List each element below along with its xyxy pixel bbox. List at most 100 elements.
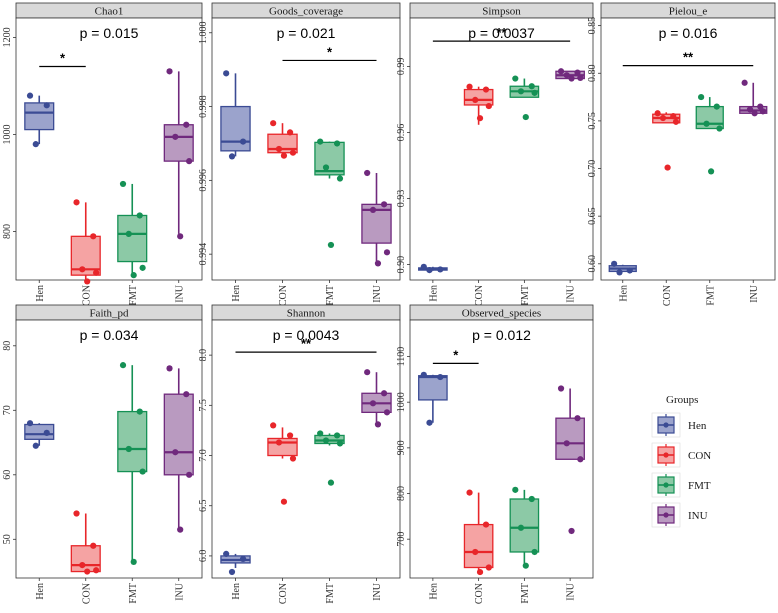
- plot-area: [211, 319, 401, 579]
- x-tick-label: Hen: [35, 285, 46, 302]
- data-point: [239, 555, 247, 563]
- box-fmt: [509, 486, 540, 569]
- data-point: [741, 79, 748, 86]
- y-tick-label: 7.0: [198, 449, 209, 462]
- data-point: [757, 103, 764, 110]
- box-iqr: [418, 375, 448, 401]
- box-iqr: [220, 105, 251, 152]
- data-point: [139, 468, 146, 475]
- data-point: [670, 113, 677, 120]
- data-point: [139, 264, 146, 271]
- data-point: [79, 562, 86, 569]
- y-tick-label: 1.000: [198, 22, 209, 45]
- panel-faith_pd: Faith_pd 50 60 70 80 Hen CON FMT INU p = 0.034: [2, 304, 203, 604]
- box-fmt: [117, 180, 148, 279]
- data-point: [136, 408, 143, 415]
- y-tick-label: 0.96: [396, 124, 407, 142]
- x-tick-label: CON: [81, 583, 92, 604]
- box-iqr: [555, 417, 585, 460]
- y-tick-label: 800: [2, 224, 13, 239]
- box-con: [652, 110, 681, 171]
- legend-title: Groups: [666, 394, 698, 406]
- data-point: [626, 267, 633, 274]
- y-tick-label: 7.5: [198, 399, 209, 412]
- box-fmt: [314, 430, 345, 486]
- box-iqr: [117, 214, 148, 263]
- p-value: p = 0.034: [80, 327, 139, 343]
- y-tick-label: 6.5: [198, 499, 209, 512]
- box-iqr: [695, 105, 724, 130]
- box-fmt: [117, 362, 148, 565]
- y-tick-label: 0.85: [587, 17, 598, 35]
- legend-item-hen: Hen: [651, 412, 707, 438]
- x-tick-label: Hen: [231, 285, 242, 302]
- data-point: [531, 89, 538, 96]
- data-point: [32, 442, 39, 449]
- box-con: [267, 120, 298, 159]
- box-inu: [739, 79, 768, 117]
- data-point: [336, 175, 344, 182]
- data-point: [437, 266, 444, 273]
- x-tick-label: CON: [662, 285, 673, 306]
- box-inu: [361, 169, 392, 267]
- data-point: [79, 266, 86, 273]
- box-fmt: [314, 138, 345, 249]
- data-point: [531, 548, 538, 556]
- box-iqr: [117, 410, 148, 473]
- data-point: [466, 83, 473, 90]
- y-tick-label: 0.80: [587, 65, 598, 83]
- legend-swatch-point: [663, 452, 669, 458]
- box-iqr: [463, 523, 494, 569]
- data-point: [759, 108, 767, 115]
- data-point: [223, 70, 230, 77]
- x-tick-label: INU: [566, 284, 577, 303]
- legend-label: INU: [688, 510, 708, 522]
- y-tick-label: 0.93: [396, 190, 407, 208]
- data-point: [275, 439, 283, 446]
- data-point: [577, 74, 584, 81]
- x-tick-label: INU: [566, 582, 577, 601]
- box-hen: [24, 420, 55, 449]
- data-point: [364, 169, 371, 177]
- panel-title: Chao1: [95, 6, 124, 18]
- data-point: [751, 110, 758, 117]
- y-tick-label: 0.60: [587, 255, 598, 273]
- box-con: [463, 489, 494, 576]
- y-tick-label: 60: [2, 470, 13, 480]
- data-point: [383, 409, 391, 416]
- data-point: [336, 440, 344, 447]
- data-point: [369, 206, 377, 213]
- x-tick-label: Hen: [618, 285, 629, 302]
- plot-area: [600, 17, 776, 281]
- data-point: [84, 568, 91, 575]
- significance-label: **: [301, 336, 312, 351]
- box-iqr: [163, 124, 194, 162]
- data-point: [369, 400, 377, 407]
- data-point: [374, 421, 382, 428]
- legend-item-fmt: FMT: [651, 472, 711, 498]
- y-tick-label: 70: [2, 405, 13, 415]
- x-tick-label: CON: [81, 285, 92, 306]
- data-point: [472, 96, 479, 104]
- x-tick-label: CON: [278, 583, 289, 604]
- legend-item-con: CON: [651, 442, 711, 468]
- y-tick-label: 0.994: [198, 243, 209, 265]
- data-point: [426, 266, 433, 274]
- data-point: [380, 390, 388, 397]
- data-point: [317, 138, 324, 145]
- data-point: [90, 233, 97, 240]
- panel-pielou_e: Pielou_e 0.60 0.65 0.70 0.75 0.80 0.85 Hen CON FM…: [587, 2, 776, 306]
- data-point: [26, 92, 34, 99]
- p-value: p = 0.0037: [468, 25, 535, 41]
- data-point: [186, 158, 193, 165]
- data-point: [557, 385, 565, 392]
- box-inu: [555, 68, 585, 82]
- data-point: [654, 110, 661, 117]
- y-tick-label: 8.0: [198, 349, 209, 362]
- data-point: [322, 437, 330, 444]
- data-point: [713, 103, 720, 110]
- data-point: [364, 369, 371, 376]
- legend-swatch-point: [663, 482, 669, 488]
- data-point: [420, 263, 427, 270]
- data-point: [707, 168, 715, 175]
